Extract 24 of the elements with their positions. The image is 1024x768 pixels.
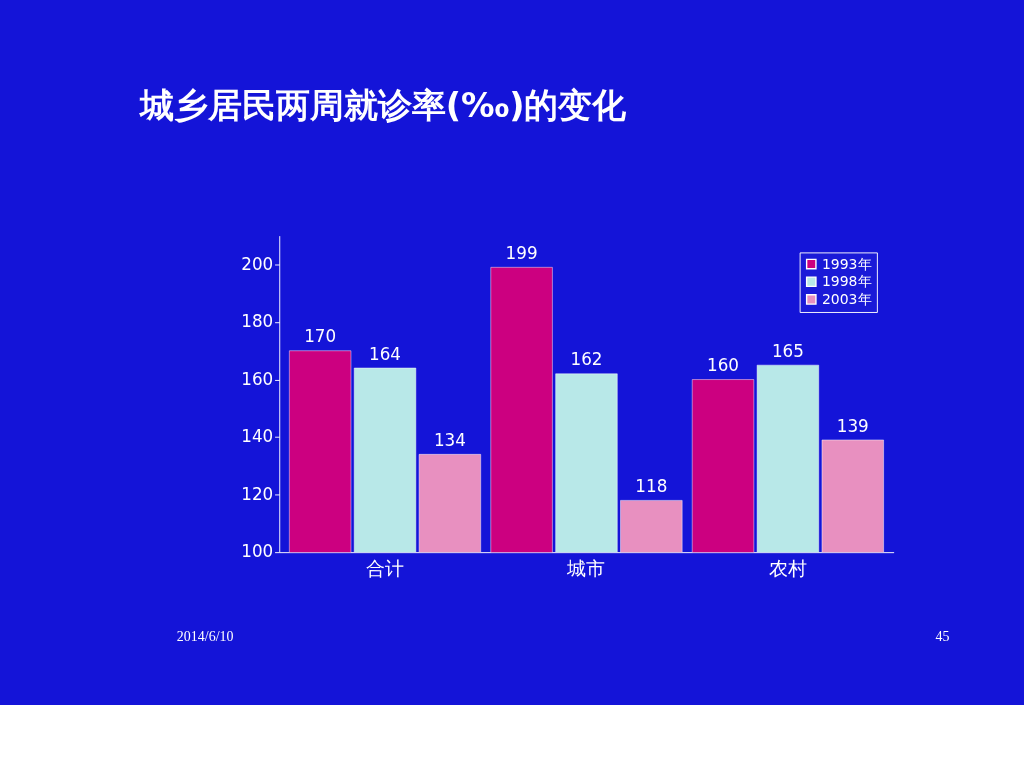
y-tick-label: 160: [241, 368, 274, 389]
legend-label: 1998年: [821, 273, 872, 290]
data-label: 118: [635, 476, 668, 497]
y-tick-label: 120: [241, 483, 274, 504]
data-label: 134: [433, 429, 466, 450]
data-label: 164: [369, 343, 402, 364]
data-label: 199: [505, 242, 538, 263]
x-tick-label: 农村: [768, 557, 807, 579]
legend-label: 1993年: [821, 255, 872, 272]
x-tick-label: 城市: [566, 557, 606, 579]
data-label: 165: [771, 340, 804, 361]
y-tick-label: 200: [241, 253, 274, 274]
chart-title: 城乡居民两周就诊率(‰)的变化: [137, 85, 628, 125]
legend-label: 2003年: [821, 291, 872, 308]
y-tick-label: 140: [241, 426, 274, 447]
data-label: 162: [570, 349, 603, 370]
data-label: 139: [836, 415, 869, 436]
x-tick-label: 合计: [366, 557, 405, 579]
data-label: 170: [304, 326, 337, 347]
y-tick-label: 180: [241, 311, 274, 332]
y-tick-label: 100: [241, 541, 274, 562]
text: 2014/6/10: [176, 628, 234, 644]
text: 45: [935, 628, 950, 644]
data-label: 160: [707, 355, 740, 376]
